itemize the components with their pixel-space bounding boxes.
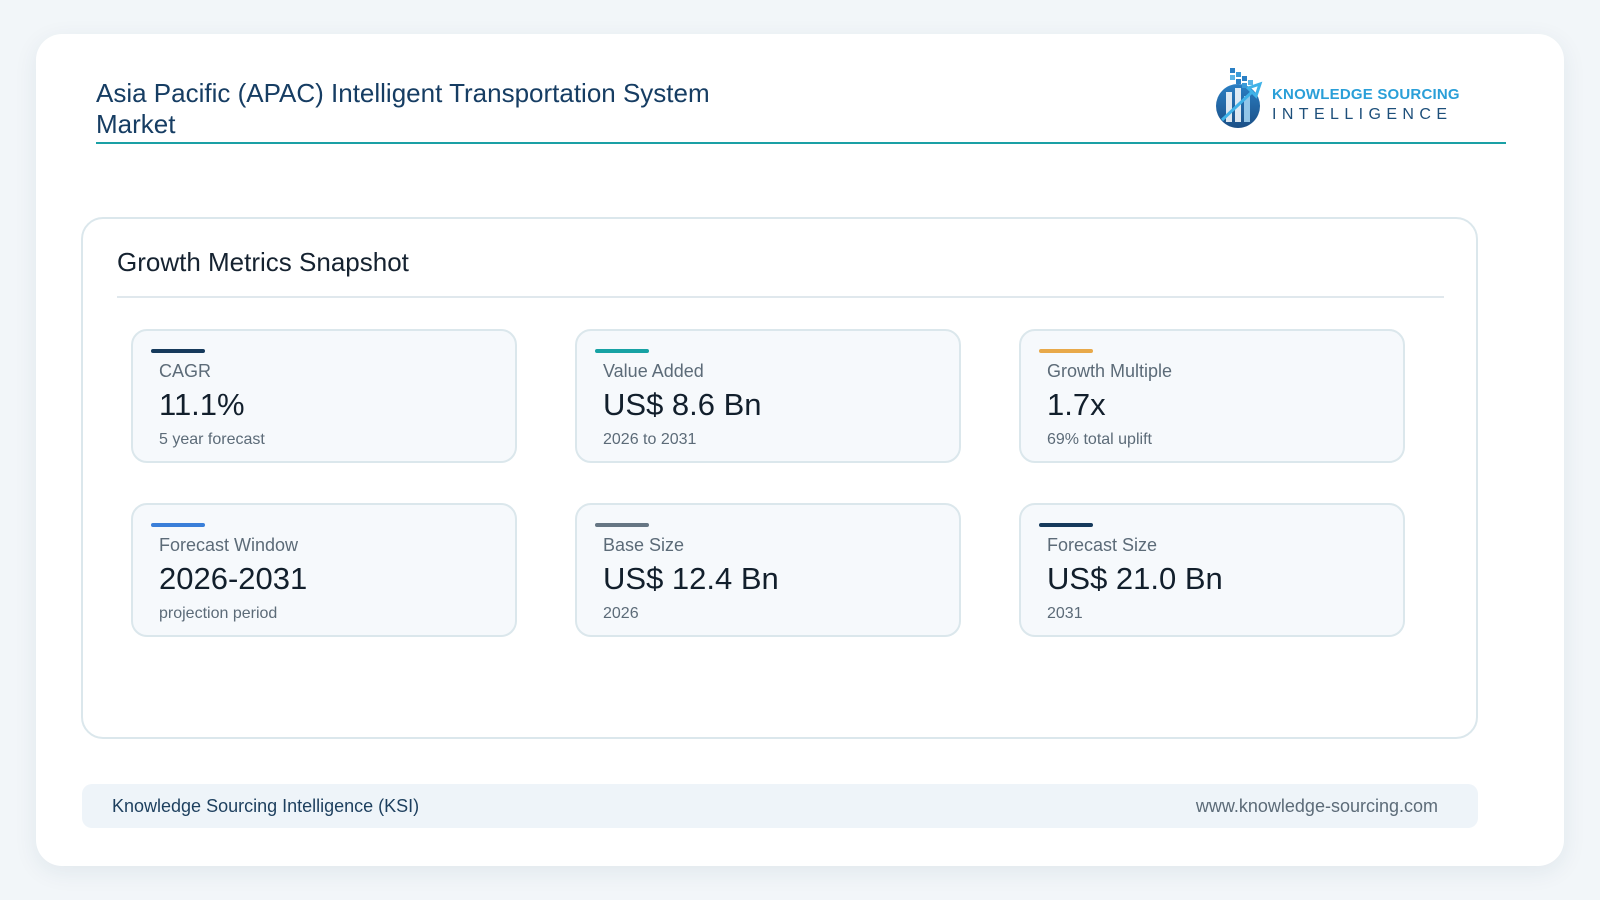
metric-label: Growth Multiple <box>1047 361 1173 381</box>
metric-accent-bar <box>595 349 649 353</box>
metric-subtext: 69% total uplift <box>1047 431 1152 448</box>
logo: KNOWLEDGE SOURCING INTELLIGENCE <box>1212 62 1462 130</box>
logo-text-secondary: INTELLIGENCE <box>1272 106 1453 123</box>
metric-accent-bar <box>1039 349 1093 353</box>
metric-value: US$ 8.6 Bn <box>603 387 762 422</box>
metric-subtext: 5 year forecast <box>159 431 265 448</box>
metric-value: 1.7x <box>1047 387 1106 422</box>
metric-subtext: 2026 <box>603 605 639 622</box>
footer: Knowledge Sourcing Intelligence (KSI) ww… <box>82 784 1478 828</box>
metric-card-cagr: CAGR 11.1% 5 year forecast <box>131 329 517 463</box>
panel-divider <box>117 296 1444 298</box>
metric-subtext: 2031 <box>1047 605 1083 622</box>
metric-value: 2026-2031 <box>159 561 308 596</box>
metric-card-forecast-size: Forecast Size US$ 21.0 Bn 2031 <box>1019 503 1405 637</box>
page-title: Asia Pacific (APAC) Intelligent Transpor… <box>96 78 710 139</box>
metric-label: Forecast Window <box>159 535 299 555</box>
metric-label: Base Size <box>603 535 685 555</box>
metric-card-forecast-window: Forecast Window 2026-2031 projection per… <box>131 503 517 637</box>
metric-label: Forecast Size <box>1047 535 1158 555</box>
metric-card-value-added: Value Added US$ 8.6 Bn 2026 to 2031 <box>575 329 961 463</box>
footer-website-link[interactable]: www.knowledge-sourcing.com <box>1195 796 1438 816</box>
metric-accent-bar <box>151 523 205 527</box>
metric-label: Value Added <box>603 361 704 381</box>
metric-label: CAGR <box>159 361 212 381</box>
ksi-logo-icon <box>1216 68 1263 128</box>
metric-subtext: 2026 to 2031 <box>603 431 697 448</box>
metric-card-base-size: Base Size US$ 12.4 Bn 2026 <box>575 503 961 637</box>
header: Asia Pacific (APAC) Intelligent Transpor… <box>96 68 1506 144</box>
logo-text-primary: KNOWLEDGE SOURCING <box>1272 86 1460 103</box>
metric-accent-bar <box>151 349 205 353</box>
metric-accent-bar <box>1039 523 1093 527</box>
metric-card-growth-multiple: Growth Multiple 1.7x 69% total uplift <box>1019 329 1405 463</box>
panel-title: Growth Metrics Snapshot <box>117 247 409 277</box>
metric-value: 11.1% <box>159 387 245 422</box>
metric-value: US$ 21.0 Bn <box>1047 561 1223 596</box>
footer-company-name: Knowledge Sourcing Intelligence (KSI) <box>112 796 420 816</box>
metric-subtext: projection period <box>159 605 278 622</box>
metric-accent-bar <box>595 523 649 527</box>
metric-value: US$ 12.4 Bn <box>603 561 779 596</box>
metrics-panel: Growth Metrics Snapshot CAGR 11.1% 5 yea… <box>81 217 1478 739</box>
